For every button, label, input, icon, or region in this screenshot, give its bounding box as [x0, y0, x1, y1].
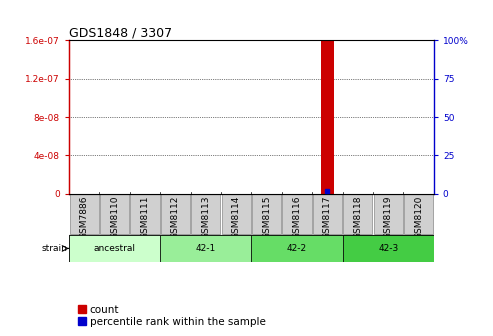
Text: GSM8117: GSM8117: [323, 196, 332, 239]
Text: GSM8113: GSM8113: [201, 196, 211, 239]
FancyBboxPatch shape: [161, 194, 190, 235]
Text: 42-1: 42-1: [196, 244, 216, 253]
Text: GSM7886: GSM7886: [80, 196, 89, 239]
Text: 42-3: 42-3: [378, 244, 398, 253]
Text: GSM8118: GSM8118: [353, 196, 362, 239]
FancyBboxPatch shape: [343, 235, 434, 262]
FancyBboxPatch shape: [160, 235, 251, 262]
FancyBboxPatch shape: [70, 194, 99, 235]
Text: 42-2: 42-2: [287, 244, 307, 253]
Text: GSM8112: GSM8112: [171, 196, 180, 239]
FancyBboxPatch shape: [313, 194, 342, 235]
Text: GSM8110: GSM8110: [110, 196, 119, 239]
FancyBboxPatch shape: [69, 235, 434, 262]
Legend: count, percentile rank within the sample: count, percentile rank within the sample: [74, 300, 270, 331]
Text: GSM8111: GSM8111: [141, 196, 149, 239]
Text: GSM8119: GSM8119: [384, 196, 393, 239]
FancyBboxPatch shape: [222, 194, 251, 235]
Text: strain: strain: [41, 244, 68, 253]
FancyBboxPatch shape: [100, 194, 129, 235]
Text: GDS1848 / 3307: GDS1848 / 3307: [69, 26, 172, 39]
Bar: [321, 40, 333, 194]
Text: GSM8116: GSM8116: [292, 196, 302, 239]
FancyBboxPatch shape: [343, 194, 372, 235]
Text: GSM8120: GSM8120: [414, 196, 423, 239]
FancyBboxPatch shape: [251, 235, 343, 262]
FancyBboxPatch shape: [282, 194, 312, 235]
Text: ancestral: ancestral: [94, 244, 136, 253]
FancyBboxPatch shape: [374, 194, 403, 235]
Text: GSM8115: GSM8115: [262, 196, 271, 239]
Text: GSM8114: GSM8114: [232, 196, 241, 239]
FancyBboxPatch shape: [69, 235, 160, 262]
FancyBboxPatch shape: [131, 194, 160, 235]
FancyBboxPatch shape: [404, 194, 433, 235]
FancyBboxPatch shape: [191, 194, 220, 235]
FancyBboxPatch shape: [252, 194, 281, 235]
